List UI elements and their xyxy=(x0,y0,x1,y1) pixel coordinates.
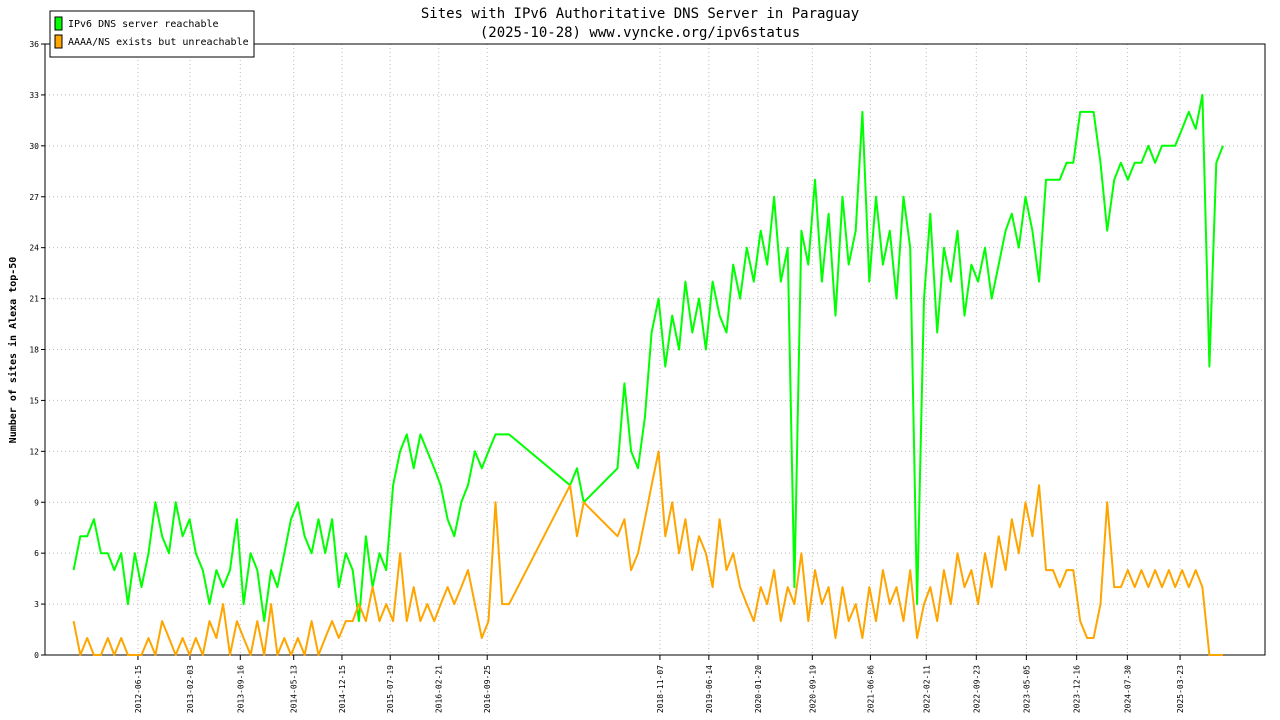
legend-box xyxy=(49,10,255,58)
x-tick-label: 2020-01-20 xyxy=(754,665,763,713)
y-tick-label: 0 xyxy=(34,651,39,660)
x-tick-label: 2024-07-30 xyxy=(1123,665,1132,713)
y-tick-label: 3 xyxy=(34,600,39,609)
x-tick-label: 2021-06-06 xyxy=(866,665,875,713)
x-tick-label: 2023-05-05 xyxy=(1022,665,1031,713)
y-tick-label: 27 xyxy=(29,193,39,202)
x-tick-label: 2019-06-14 xyxy=(705,665,714,713)
x-tick-label: 2014-05-13 xyxy=(290,665,299,713)
x-tick-label: 2023-12-16 xyxy=(1073,665,1082,713)
y-tick-label: 15 xyxy=(29,396,39,405)
chart-title: Sites with IPv6 Authoritative DNS Server… xyxy=(421,6,859,22)
y-tick-label: 30 xyxy=(29,142,39,151)
series-line xyxy=(72,450,1223,656)
y-tick-label: 18 xyxy=(29,346,39,355)
x-tick-label: 2016-09-25 xyxy=(483,665,492,713)
x-tick-label: 2025-03-23 xyxy=(1176,665,1185,713)
y-tick-label: 9 xyxy=(34,498,39,507)
x-tick-label: 2020-09-19 xyxy=(808,665,817,713)
x-tick-label: 2016-02-21 xyxy=(435,665,444,713)
x-tick-label: 2015-07-19 xyxy=(386,665,395,713)
y-tick-label: 36 xyxy=(29,40,39,49)
x-tick-label: 2018-11-07 xyxy=(656,665,665,713)
y-tick-label: 33 xyxy=(29,91,39,100)
x-tick-label: 2013-02-03 xyxy=(186,665,195,713)
y-tick-label: 12 xyxy=(29,447,39,456)
plot-frame xyxy=(44,43,1266,656)
chart-subtitle: (2025-10-28) www.vyncke.org/ipv6status xyxy=(480,25,800,41)
legend-label: AAAA/NS exists but unreachable xyxy=(68,37,249,48)
legend-swatch xyxy=(54,16,63,31)
y-tick-label: 24 xyxy=(29,244,39,253)
series-line xyxy=(72,93,1224,623)
x-tick-label: 2014-12-15 xyxy=(338,665,347,713)
legend-label: IPv6 DNS server reachable xyxy=(68,19,219,30)
x-tick-label: 2012-06-15 xyxy=(134,665,143,713)
x-tick-label: 2013-09-16 xyxy=(236,665,245,713)
legend-swatch xyxy=(54,34,63,49)
y-tick-label: 21 xyxy=(29,295,39,304)
x-tick-label: 2022-02-11 xyxy=(922,665,931,713)
y-axis-label: Number of sites in Alexa top-50 xyxy=(7,257,19,444)
x-tick-label: 2022-09-23 xyxy=(972,665,981,713)
y-tick-label: 6 xyxy=(34,549,39,558)
